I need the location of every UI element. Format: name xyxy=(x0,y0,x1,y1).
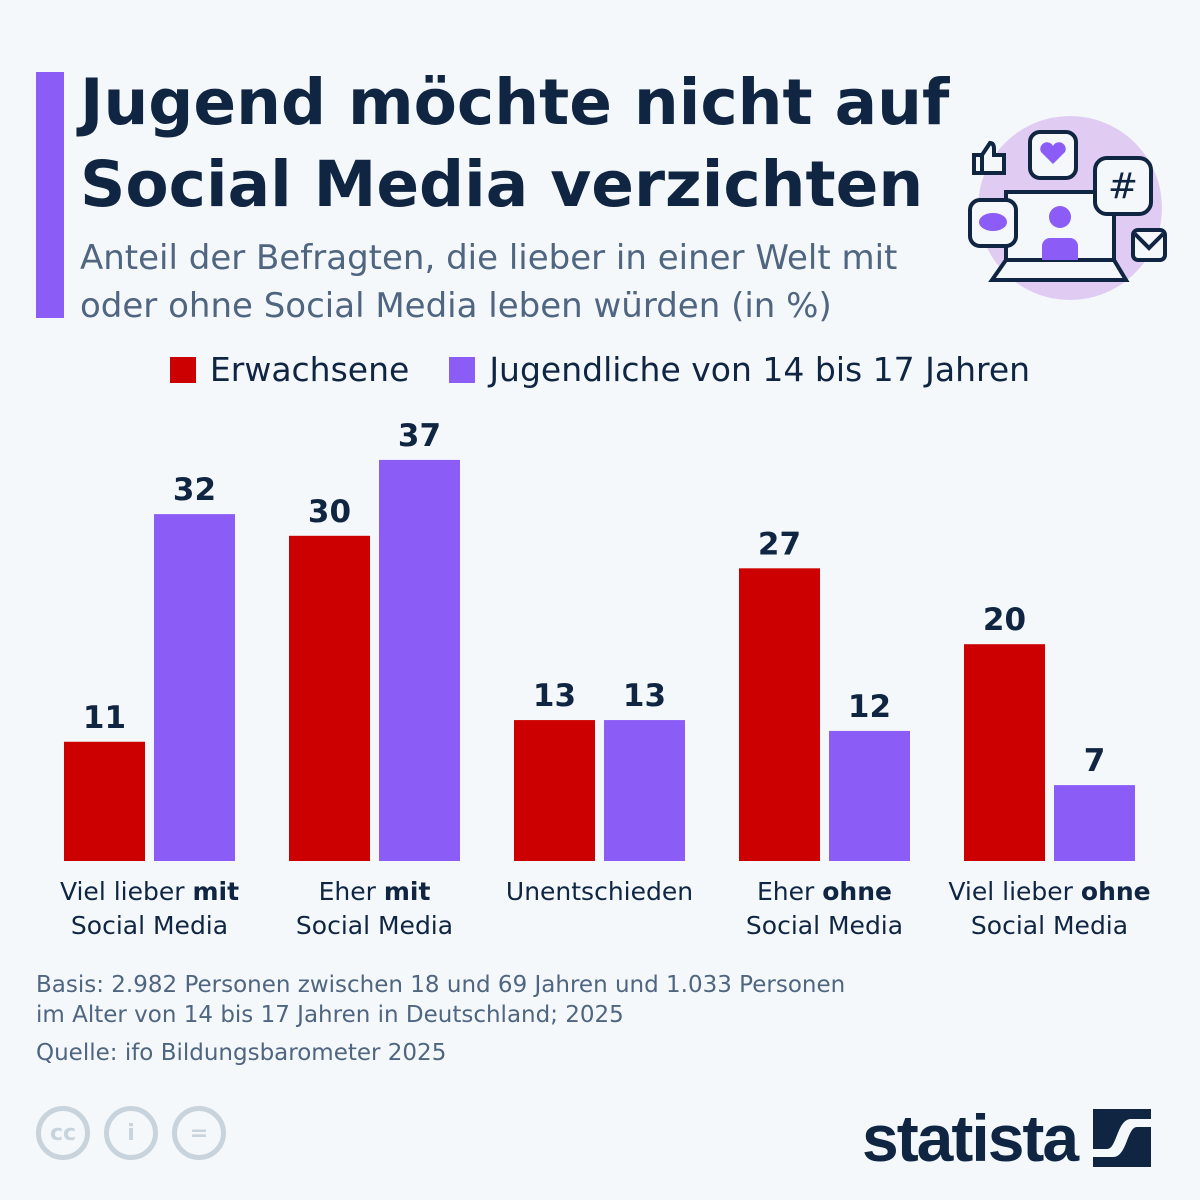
category-label: Social Media xyxy=(971,911,1128,940)
data-label: 37 xyxy=(398,418,441,454)
statista-logo-icon xyxy=(1093,1109,1152,1167)
bar xyxy=(379,459,460,861)
category-label: Eher ohne xyxy=(757,877,892,906)
license-icons[interactable]: cc i = xyxy=(36,1106,226,1160)
svg-text:#: # xyxy=(1108,166,1138,207)
data-label: 20 xyxy=(983,602,1026,638)
bar xyxy=(1054,785,1135,861)
category-label: Viel lieber ohne xyxy=(948,877,1150,906)
bar xyxy=(604,720,685,861)
data-label: 32 xyxy=(173,472,216,508)
page-title: Jugend möchte nicht auf Social Media ver… xyxy=(80,66,950,221)
cc-icon[interactable]: cc xyxy=(36,1106,90,1160)
category-label: Social Media xyxy=(296,911,453,940)
legend-swatch xyxy=(169,356,196,383)
legend-item-adults: Erwachsene xyxy=(169,350,410,389)
category-label: Social Media xyxy=(71,911,228,940)
logo-wordmark: statista xyxy=(862,1101,1079,1175)
legend-label: Jugendliche von 14 bis 17 Jahren xyxy=(489,350,1031,389)
bar xyxy=(154,514,235,861)
legend-swatch xyxy=(449,356,476,383)
statista-logo[interactable]: statista xyxy=(862,1100,1152,1176)
data-label: 30 xyxy=(308,494,351,530)
notes-line: im Alter von 14 bis 17 Jahren in Deutsch… xyxy=(36,1002,624,1028)
source: Quelle: ifo Bildungsbarometer 2025 xyxy=(36,1040,447,1066)
category-label: Unentschieden xyxy=(506,877,693,906)
notes-line: Basis: 2.982 Personen zwischen 18 und 69… xyxy=(36,972,846,998)
bar xyxy=(739,568,820,861)
attribution-icon[interactable]: i xyxy=(104,1106,158,1160)
bar xyxy=(514,720,595,861)
no-derivatives-icon[interactable]: = xyxy=(172,1106,226,1160)
bar xyxy=(964,644,1045,861)
bar-chart: 11 32 Viel lieber mit Social Media 30 37 Eher … xyxy=(60,418,1151,940)
notes: Basis: 2.982 Personen zwischen 18 und 69… xyxy=(36,970,845,1030)
legend-label: Erwachsene xyxy=(209,350,410,389)
data-label: 11 xyxy=(83,700,126,736)
data-label: 13 xyxy=(623,678,666,714)
data-label: 13 xyxy=(533,678,576,714)
data-label: 7 xyxy=(1084,743,1106,779)
data-label: 12 xyxy=(848,689,891,725)
bar xyxy=(829,730,910,861)
data-label: 27 xyxy=(758,526,801,562)
social-media-illustration: # xyxy=(968,116,1167,300)
bar xyxy=(64,741,145,861)
legend-item-youth: Jugendliche von 14 bis 17 Jahren xyxy=(449,350,1030,389)
accent-bar xyxy=(36,72,64,318)
subtitle: Anteil der Befragten, die lieber in eine… xyxy=(80,238,898,326)
bar xyxy=(289,535,370,861)
category-label: Viel lieber mit xyxy=(60,877,239,906)
category-label: Eher mit xyxy=(319,877,431,906)
legend: Erwachsene Jugendliche von 14 bis 17 Jah… xyxy=(0,350,1200,389)
category-label: Social Media xyxy=(746,911,903,940)
